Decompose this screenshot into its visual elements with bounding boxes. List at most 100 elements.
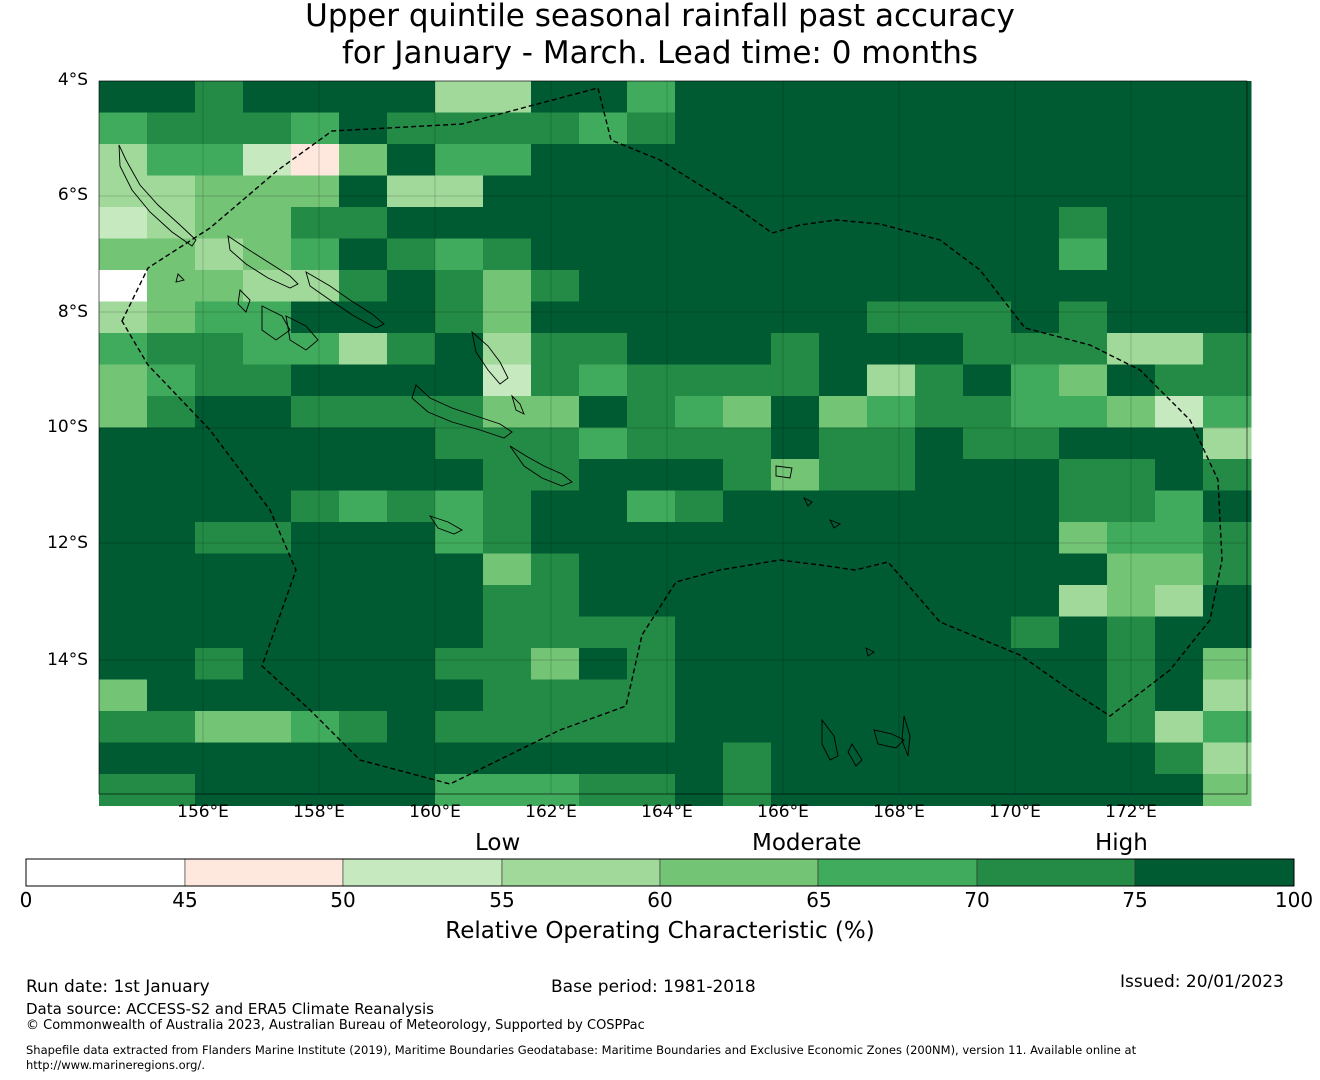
- grid-cell: [483, 679, 532, 712]
- island-outline: [829, 519, 841, 529]
- grid-cell: [675, 112, 724, 145]
- grid-cell: [147, 648, 196, 680]
- grid-cell: [819, 585, 868, 617]
- grid-cell: [387, 711, 436, 743]
- grid-cell: [291, 144, 340, 176]
- grid-cell: [723, 427, 772, 460]
- grid-cell: [147, 711, 196, 743]
- grid-cell: [1059, 427, 1108, 460]
- grid-cell: [435, 427, 484, 460]
- grid-cell: [483, 144, 532, 176]
- grid-cell: [915, 648, 964, 680]
- lon-label: 168°E: [873, 802, 925, 822]
- grid-cell: [1059, 459, 1108, 491]
- grid-cell: [1155, 301, 1204, 334]
- grid-cell: [1107, 238, 1156, 271]
- grid-cell: [579, 553, 628, 586]
- grid-cell: [1107, 270, 1156, 302]
- grid-cell: [339, 522, 388, 554]
- grid-cell: [147, 522, 196, 554]
- grid-cell: [963, 81, 1012, 113]
- grid-cell: [291, 742, 340, 775]
- grid-cell: [819, 238, 868, 271]
- grid-cell: [195, 238, 244, 271]
- grid-cell: [915, 711, 964, 743]
- grid-cell: [1155, 396, 1204, 428]
- grid-cell: [867, 207, 916, 239]
- grid-cell: [627, 459, 676, 491]
- grid-cell: [771, 585, 820, 617]
- grid-cell: [291, 648, 340, 680]
- grid-cell: [435, 301, 484, 334]
- grid-cell: [99, 396, 148, 428]
- grid-cell: [723, 396, 772, 428]
- grid-cell: [1155, 585, 1204, 617]
- grid-cell: [1011, 396, 1060, 428]
- grid-cell: [675, 459, 724, 491]
- grid-cell: [963, 522, 1012, 554]
- grid-cell: [579, 490, 628, 523]
- grid-cell: [627, 301, 676, 334]
- grid-cell: [579, 585, 628, 617]
- grid-cell: [1011, 333, 1060, 365]
- grid-cell: [1059, 648, 1108, 680]
- grid-cell: [195, 585, 244, 617]
- grid-cell: [99, 616, 148, 649]
- grid-cell: [195, 679, 244, 712]
- category-moderate: Moderate: [752, 830, 862, 856]
- grid-cell: [1155, 490, 1204, 523]
- grid-cell: [579, 333, 628, 365]
- lon-label: 164°E: [641, 802, 693, 822]
- grid-cell: [531, 742, 580, 775]
- colorbar-tick: 55: [489, 888, 515, 912]
- grid-cell: [1107, 112, 1156, 145]
- grid-cell: [435, 270, 484, 302]
- grid-cell: [723, 81, 772, 113]
- grid-cell: [195, 364, 244, 397]
- grid-cell: [387, 144, 436, 176]
- grid-cell: [1203, 490, 1252, 523]
- grid-cell: [675, 396, 724, 428]
- grid-cell: [1059, 364, 1108, 397]
- grid-cell: [1203, 301, 1252, 334]
- grid-cell: [579, 364, 628, 397]
- grid-cell: [579, 648, 628, 680]
- grid-cell: [147, 774, 196, 806]
- grid-cell: [99, 144, 148, 176]
- grid-cell: [435, 364, 484, 397]
- colorbar-tick: 75: [1122, 888, 1148, 912]
- grid-cell: [819, 207, 868, 239]
- colorbar-segment: [25, 858, 186, 887]
- grid-cell: [1155, 742, 1204, 775]
- grid-cell: [1059, 333, 1108, 365]
- grid-cell: [243, 333, 292, 365]
- grid-cell: [291, 616, 340, 649]
- grid-cell: [771, 742, 820, 775]
- grid-cell: [867, 553, 916, 586]
- grid-cell: [531, 459, 580, 491]
- grid-cell: [915, 81, 964, 113]
- grid-cell: [867, 270, 916, 302]
- grid-cell: [1107, 81, 1156, 113]
- lat-label: 4°S: [57, 70, 88, 90]
- island-outline: [175, 273, 185, 283]
- grid-cell: [195, 81, 244, 113]
- grid-cell: [1203, 679, 1252, 712]
- map-frame: [98, 80, 1248, 795]
- grid-cell: [771, 679, 820, 712]
- grid-cell: [387, 490, 436, 523]
- grid-cell: [339, 679, 388, 712]
- grid-cell: [915, 742, 964, 775]
- grid-cell: [195, 742, 244, 775]
- grid-cell: [963, 742, 1012, 775]
- grid-cell: [387, 270, 436, 302]
- grid-cell: [819, 490, 868, 523]
- grid-cell: [1059, 396, 1108, 428]
- grid-cell: [1203, 711, 1252, 743]
- grid-cell: [195, 490, 244, 523]
- grid-cell: [819, 616, 868, 649]
- grid-cell: [531, 553, 580, 586]
- grid-cell: [339, 585, 388, 617]
- grid-cell: [915, 553, 964, 586]
- grid-cell: [1059, 742, 1108, 775]
